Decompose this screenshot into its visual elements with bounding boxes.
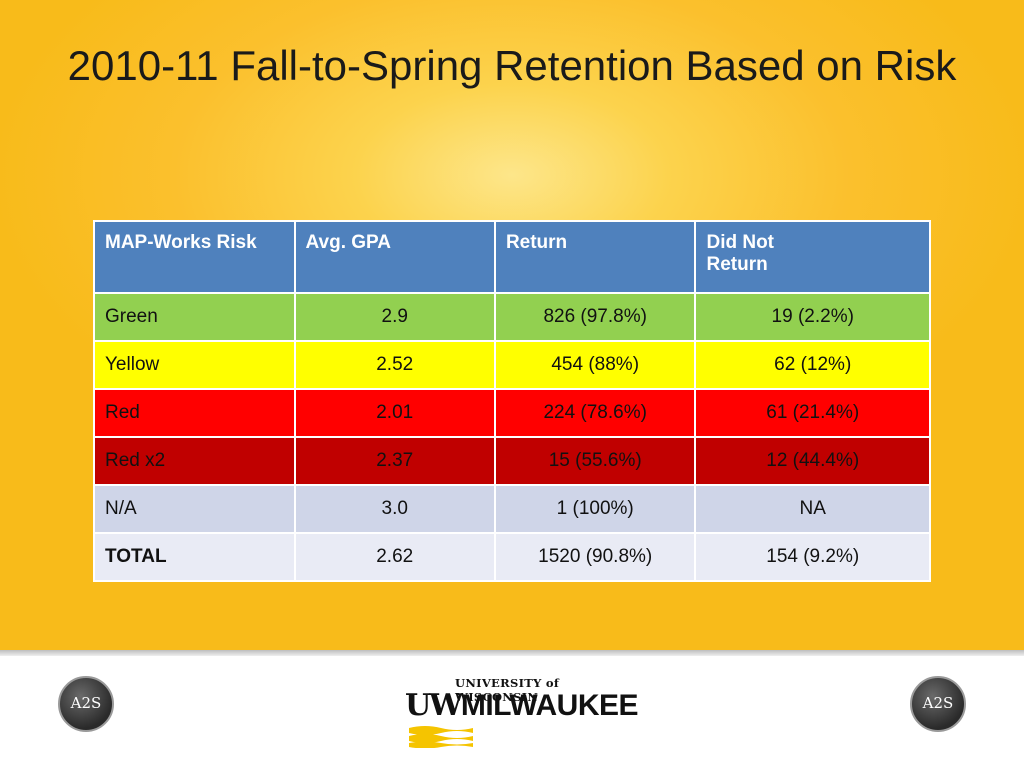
table-row: N/A 3.0 1 (100%) NA: [93, 484, 931, 534]
uwm-logo-milwaukee: MILWAUKEE: [460, 689, 639, 722]
table-row-total: TOTAL 2.62 1520 (90.8%) 154 (9.2%): [93, 532, 931, 582]
gpa-cell: 2.52: [293, 340, 496, 390]
uwm-logo: UNIVERSITY of WISCONSIN UWMILWAUKEE: [405, 676, 645, 756]
table-row: Yellow 2.52 454 (88%) 62 (12%): [93, 340, 931, 390]
slide-title: 2010-11 Fall-to-Spring Retention Based o…: [67, 42, 957, 89]
a2s-logo-left: A2S: [58, 676, 114, 732]
uwm-logo-top-text: UNIVERSITY of WISCONSIN: [455, 676, 560, 704]
return-cell: 1 (100%): [493, 484, 697, 534]
gpa-cell: 2.62: [293, 532, 496, 582]
risk-cell: Yellow: [93, 340, 296, 390]
gpa-cell: 2.9: [293, 292, 496, 342]
return-cell: 454 (88%): [493, 340, 697, 390]
header-risk: MAP-Works Risk: [93, 220, 296, 294]
slide-background: 2010-11 Fall-to-Spring Retention Based o…: [0, 0, 1024, 650]
table-header-row: MAP-Works Risk Avg. GPA Return Did Not R…: [93, 220, 931, 294]
uwm-logo-uw: UW: [405, 688, 463, 723]
table-row: Red 2.01 224 (78.6%) 61 (21.4%): [93, 388, 931, 438]
uwm-flag-icon: [409, 726, 473, 748]
gpa-cell: 2.37: [293, 436, 496, 486]
risk-cell: TOTAL: [93, 532, 296, 582]
gpa-cell: 3.0: [293, 484, 496, 534]
risk-cell: N/A: [93, 484, 296, 534]
risk-cell: Green: [93, 292, 296, 342]
table-row: Green 2.9 826 (97.8%) 19 (2.2%): [93, 292, 931, 342]
not-return-cell: 62 (12%): [694, 340, 931, 390]
a2s-logo-right: A2S: [910, 676, 966, 732]
return-cell: 15 (55.6%): [493, 436, 697, 486]
header-not-return-label: Did Not Return: [706, 232, 775, 275]
not-return-cell: 12 (44.4%): [694, 436, 931, 486]
gpa-cell: 2.01: [293, 388, 496, 438]
table-row: Red x2 2.37 15 (55.6%) 12 (44.4%): [93, 436, 931, 486]
retention-table: MAP-Works Risk Avg. GPA Return Did Not R…: [93, 220, 931, 582]
not-return-cell: 154 (9.2%): [694, 532, 931, 582]
risk-cell: Red x2: [93, 436, 296, 486]
return-cell: 1520 (90.8%): [493, 532, 697, 582]
not-return-cell: 19 (2.2%): [694, 292, 931, 342]
not-return-cell: 61 (21.4%): [694, 388, 931, 438]
header-return: Return: [493, 220, 697, 294]
not-return-cell: NA: [694, 484, 931, 534]
return-cell: 826 (97.8%): [493, 292, 697, 342]
footer-divider: [0, 650, 1024, 656]
risk-cell: Red: [93, 388, 296, 438]
header-gpa: Avg. GPA: [293, 220, 496, 294]
return-cell: 224 (78.6%): [493, 388, 697, 438]
uwm-logo-main: UWMILWAUKEE: [405, 690, 645, 722]
header-not-return: Did Not Return: [694, 220, 931, 294]
